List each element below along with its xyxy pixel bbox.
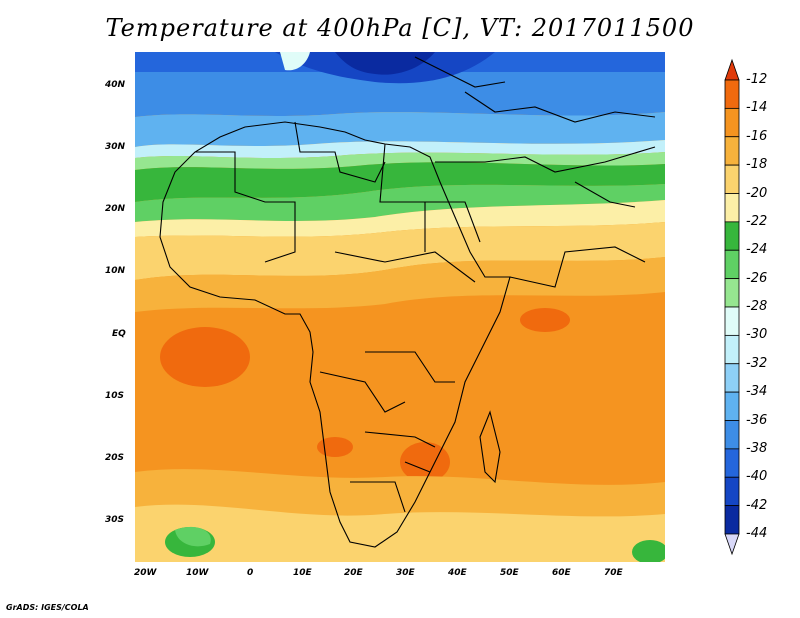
colorbar-label: -28: [746, 299, 768, 314]
lon-label-70e: 70E: [604, 568, 623, 578]
lat-label-30n: 30N: [105, 142, 126, 152]
colorbar-segment: [724, 79, 740, 109]
lat-label-10n: 10N: [105, 266, 126, 276]
grads-credit: GrADS: IGES/COLA: [6, 603, 89, 612]
colorbar-label: -18: [746, 157, 768, 173]
map-title: Temperature at 400hPa [C], VT: 201701150…: [105, 14, 695, 42]
colorbar-segment: [724, 136, 740, 166]
colorbar-label: -16: [746, 128, 768, 144]
lat-label-10s: 10S: [105, 391, 125, 401]
colorbar-label: -24: [746, 242, 768, 258]
lon-label-0: 0: [247, 568, 254, 578]
colorbar-label: -34: [746, 384, 768, 400]
colorbar-label: -32: [746, 355, 768, 371]
colorbar-label: -42: [746, 497, 768, 513]
colorbar-label: -20: [746, 185, 768, 201]
colorbar-label: -26: [746, 270, 768, 286]
colorbar-segment: [724, 363, 740, 393]
lat-label-30s: 30S: [105, 515, 125, 525]
colorbar-segment: [724, 249, 740, 280]
colorbar-label: -30: [746, 327, 768, 343]
colorbar-label: -40: [746, 469, 768, 485]
colorbar-segment: [724, 391, 740, 421]
colorbar-segment: [724, 164, 740, 194]
colorbar-label: -14: [746, 100, 768, 116]
colorbar-label: -12: [746, 72, 768, 87]
lon-label-20w: 20W: [134, 568, 157, 578]
colorbar-bottom-arrow: [724, 533, 740, 556]
colorbar-segment: [724, 448, 740, 478]
lon-label-10e: 10E: [293, 568, 312, 578]
lon-label-20e: 20E: [344, 568, 363, 578]
colorbar-segment: [724, 278, 740, 308]
colorbar-segment: [724, 505, 740, 535]
temperature-map: [135, 52, 665, 562]
colorbar-segment: [724, 193, 740, 223]
colorbar-label: -44: [746, 526, 768, 541]
lon-label-50e: 50E: [500, 568, 519, 578]
lon-label-60e: 60E: [552, 568, 571, 578]
lat-label-20n: 20N: [105, 204, 126, 214]
colorbar: [724, 58, 740, 556]
lon-label-10w: 10W: [186, 568, 209, 578]
colorbar-label: -38: [746, 440, 768, 456]
colorbar-segment: [724, 420, 740, 450]
lat-label-40n: 40N: [105, 80, 126, 90]
colorbar-label: -36: [746, 412, 768, 428]
lon-label-40e: 40E: [448, 568, 467, 578]
colorbar-segment: [724, 476, 740, 507]
lat-label-eq: EQ: [112, 329, 126, 339]
colorbar-segment: [724, 306, 740, 336]
lat-label-20s: 20S: [105, 453, 125, 463]
colorbar-segment: [724, 221, 740, 251]
lon-label-30e: 30E: [396, 568, 415, 578]
colorbar-label: -22: [746, 213, 768, 229]
colorbar-segment: [724, 334, 740, 365]
colorbar-segment: [724, 107, 740, 138]
colorbar-top-arrow: [724, 58, 740, 81]
